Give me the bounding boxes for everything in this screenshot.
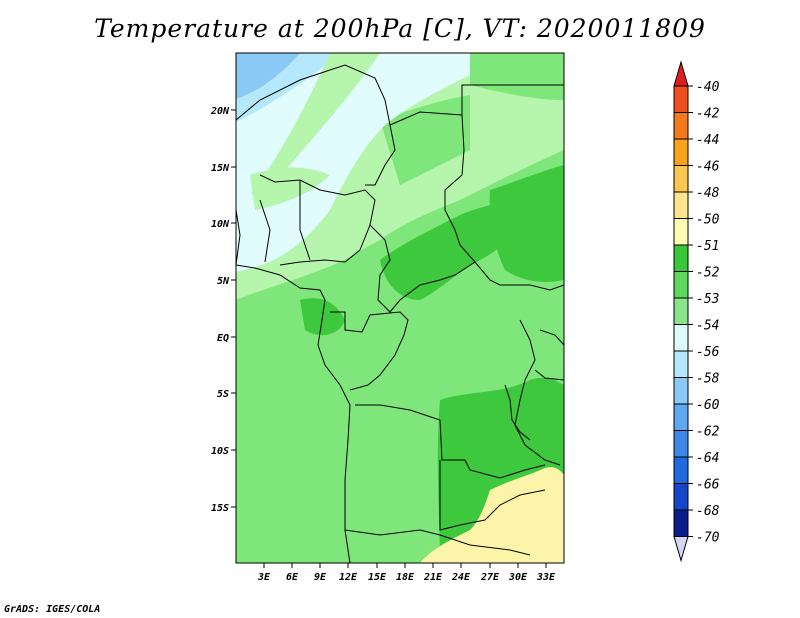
colorbar-bin [673, 430, 689, 458]
border-east-1 [539, 329, 564, 346]
colorbar-label: -58 [696, 372, 720, 387]
colorbar-label: -51 [696, 239, 719, 254]
colorbar-label: -52 [696, 266, 720, 281]
lon-tick-label: 24E [451, 572, 471, 583]
field-blue [236, 53, 300, 99]
lon-tick-label: 33E [536, 572, 556, 583]
colorbar-bin [673, 456, 689, 484]
colorbar-bin [673, 138, 689, 166]
country-borders [236, 64, 564, 563]
colorbar-bin [673, 271, 689, 299]
colorbar-bottom-triangle [673, 536, 689, 563]
border-ne [461, 84, 564, 115]
field-mid-green-ne [470, 53, 564, 100]
lat-tick-label: 10N [211, 219, 230, 230]
border-angola-south [344, 529, 531, 556]
plot-frame [235, 52, 565, 564]
border-nigeria [299, 180, 311, 261]
field-mid-green-north [380, 95, 470, 185]
colorbar-label: -64 [696, 451, 719, 466]
colorbar-top-triangle [673, 60, 689, 87]
lon-tick-label: 9E [314, 572, 327, 583]
colorbar-label: -60 [696, 398, 720, 413]
field-pale-cyan [236, 53, 470, 272]
colorbar-bin [673, 509, 689, 537]
field-streak-2 [250, 167, 330, 210]
colorbar-label: -66 [696, 478, 720, 493]
colorbar-label: -70 [696, 531, 720, 546]
lat-tick-label: 20N [210, 106, 230, 117]
lon-tick-label: 12E [339, 572, 358, 583]
colorbar-bin [673, 483, 689, 511]
lat-tick-label: 15N [211, 163, 230, 174]
colorbar-label: -50 [696, 213, 720, 228]
colorbar-label: -42 [696, 107, 720, 122]
colorbar-bin [673, 218, 689, 246]
lat-tick-label: 5N [217, 276, 230, 287]
lon-tick-label: 30E [508, 572, 528, 583]
colorbar-bin [673, 85, 689, 113]
border-drc-east [514, 319, 561, 466]
border-angola [355, 404, 546, 479]
colorbar-label: -54 [696, 319, 719, 334]
colorbar-label: -56 [696, 345, 720, 360]
border-zambia [439, 460, 546, 531]
lat-tick-label: EQ [217, 333, 229, 344]
field-streak-1 [250, 53, 380, 195]
colorbar-label: -53 [696, 292, 719, 307]
colorbar-bin [673, 377, 689, 405]
latitude-axis: 20N 15N 10N 5N EQ 5S 10S 15S [210, 106, 236, 514]
colorbar-bin [673, 112, 689, 140]
lat-tick-label: 5S [217, 389, 229, 400]
border-congo [330, 311, 409, 391]
colorbar-bin [673, 403, 689, 431]
border-east-2 [534, 369, 564, 381]
lon-tick-label: 6E [286, 572, 299, 583]
map-title: Temperature at 200hPa [C], VT: 202001180… [94, 14, 706, 43]
border-north-2 [389, 111, 564, 291]
colorbar-label: -46 [696, 160, 720, 175]
colorbar-bin [673, 350, 689, 378]
border-north-1 [236, 64, 396, 186]
colorbar-label: -40 [696, 80, 720, 95]
lon-tick-label: 27E [480, 572, 500, 583]
coastline-west [236, 209, 351, 563]
colorbar-label: -48 [696, 186, 720, 201]
colorbar-label: -68 [696, 504, 720, 519]
colorbar-bin [673, 324, 689, 352]
grads-credit: GrADS: IGES/COLA [4, 604, 101, 615]
colorbar-label: -44 [696, 133, 719, 148]
border-cameroon [369, 224, 476, 313]
colorbar-bin [673, 191, 689, 219]
lon-tick-label: 15E [368, 572, 387, 583]
colorbar-bin [673, 244, 689, 272]
temperature-field [236, 53, 564, 563]
colorbar-label: -62 [696, 425, 720, 440]
lat-tick-label: 10S [211, 446, 229, 457]
lon-tick-label: 21E [423, 572, 443, 583]
field-pale-yellow [420, 467, 564, 563]
colorbar: -40 -42 -44 -46 -48 -50 -51 -52 -53 -54 -56 -58 -60 -… [673, 60, 720, 563]
lon-tick-label: 18E [396, 572, 415, 583]
longitude-axis: 3E 6E 9E 12E 15E 18E 21E 24E 27E 30E 33E [257, 563, 556, 583]
lat-tick-label: 15S [211, 503, 229, 514]
border-lake-region [504, 384, 531, 441]
colorbar-bin [673, 165, 689, 193]
lon-tick-label: 3E [257, 572, 271, 583]
border-sahel [259, 199, 271, 263]
colorbar-bin [673, 297, 689, 325]
field-dark-green-2 [489, 165, 564, 282]
